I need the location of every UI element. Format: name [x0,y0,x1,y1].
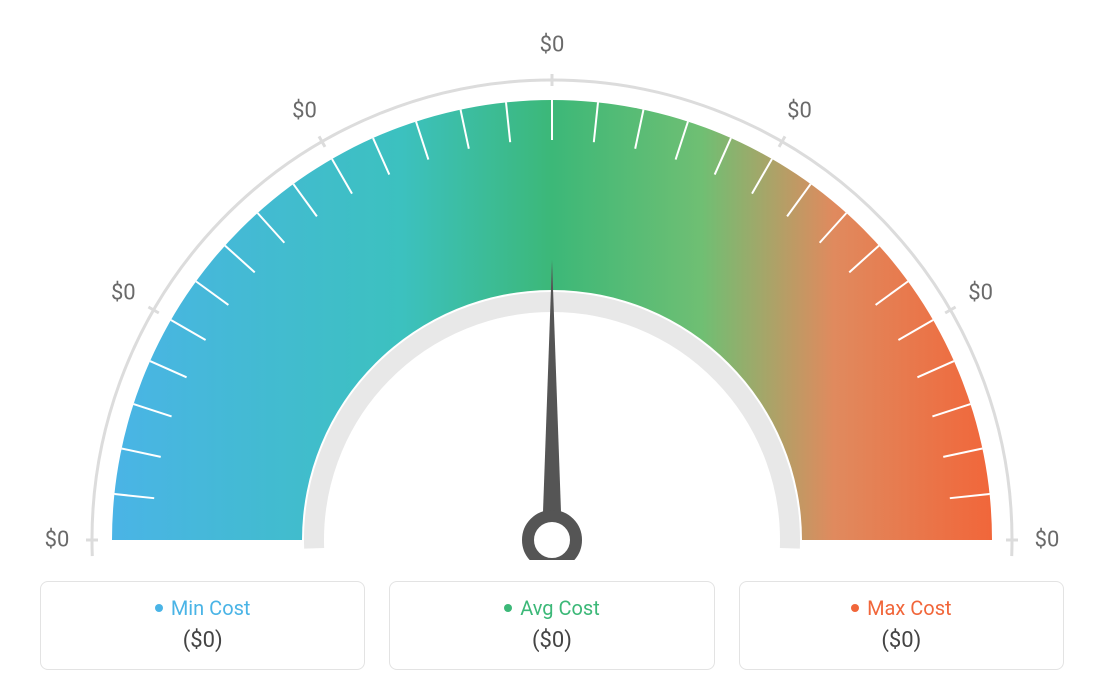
gauge-tick-label: $0 [292,99,317,124]
gauge-tick-label: $0 [968,280,993,305]
legend-max-top: Max Cost [851,596,952,620]
gauge-tick-label: $0 [45,528,70,553]
legend-row: Min Cost ($0) Avg Cost ($0) Max Cost ($0… [40,581,1064,670]
legend-card-avg: Avg Cost ($0) [389,581,714,670]
legend-min-top: Min Cost [155,596,251,620]
legend-max-value: ($0) [881,628,921,653]
legend-min-label: Min Cost [171,596,251,620]
legend-avg-top: Avg Cost [504,596,600,620]
gauge-svg [0,0,1104,560]
gauge-tick-label: $0 [540,33,565,58]
chart-container: $0 $0 $0 $0 $0 $0 $0 Min Cost ($0) Avg Cost ($… [0,0,1104,690]
legend-avg-label: Avg Cost [520,596,600,620]
gauge-tick-label: $0 [111,280,136,305]
legend-card-min: Min Cost ($0) [40,581,365,670]
legend-avg-dot [504,604,512,612]
legend-min-value: ($0) [183,628,223,653]
legend-avg-value: ($0) [532,628,572,653]
gauge-tick-label: $0 [787,99,812,124]
gauge: $0 $0 $0 $0 $0 $0 $0 [0,0,1104,560]
legend-min-dot [155,604,163,612]
gauge-needle-hub [528,516,576,560]
legend-card-max: Max Cost ($0) [739,581,1064,670]
gauge-tick-label: $0 [1035,528,1060,553]
legend-max-label: Max Cost [867,596,952,620]
legend-max-dot [851,604,859,612]
